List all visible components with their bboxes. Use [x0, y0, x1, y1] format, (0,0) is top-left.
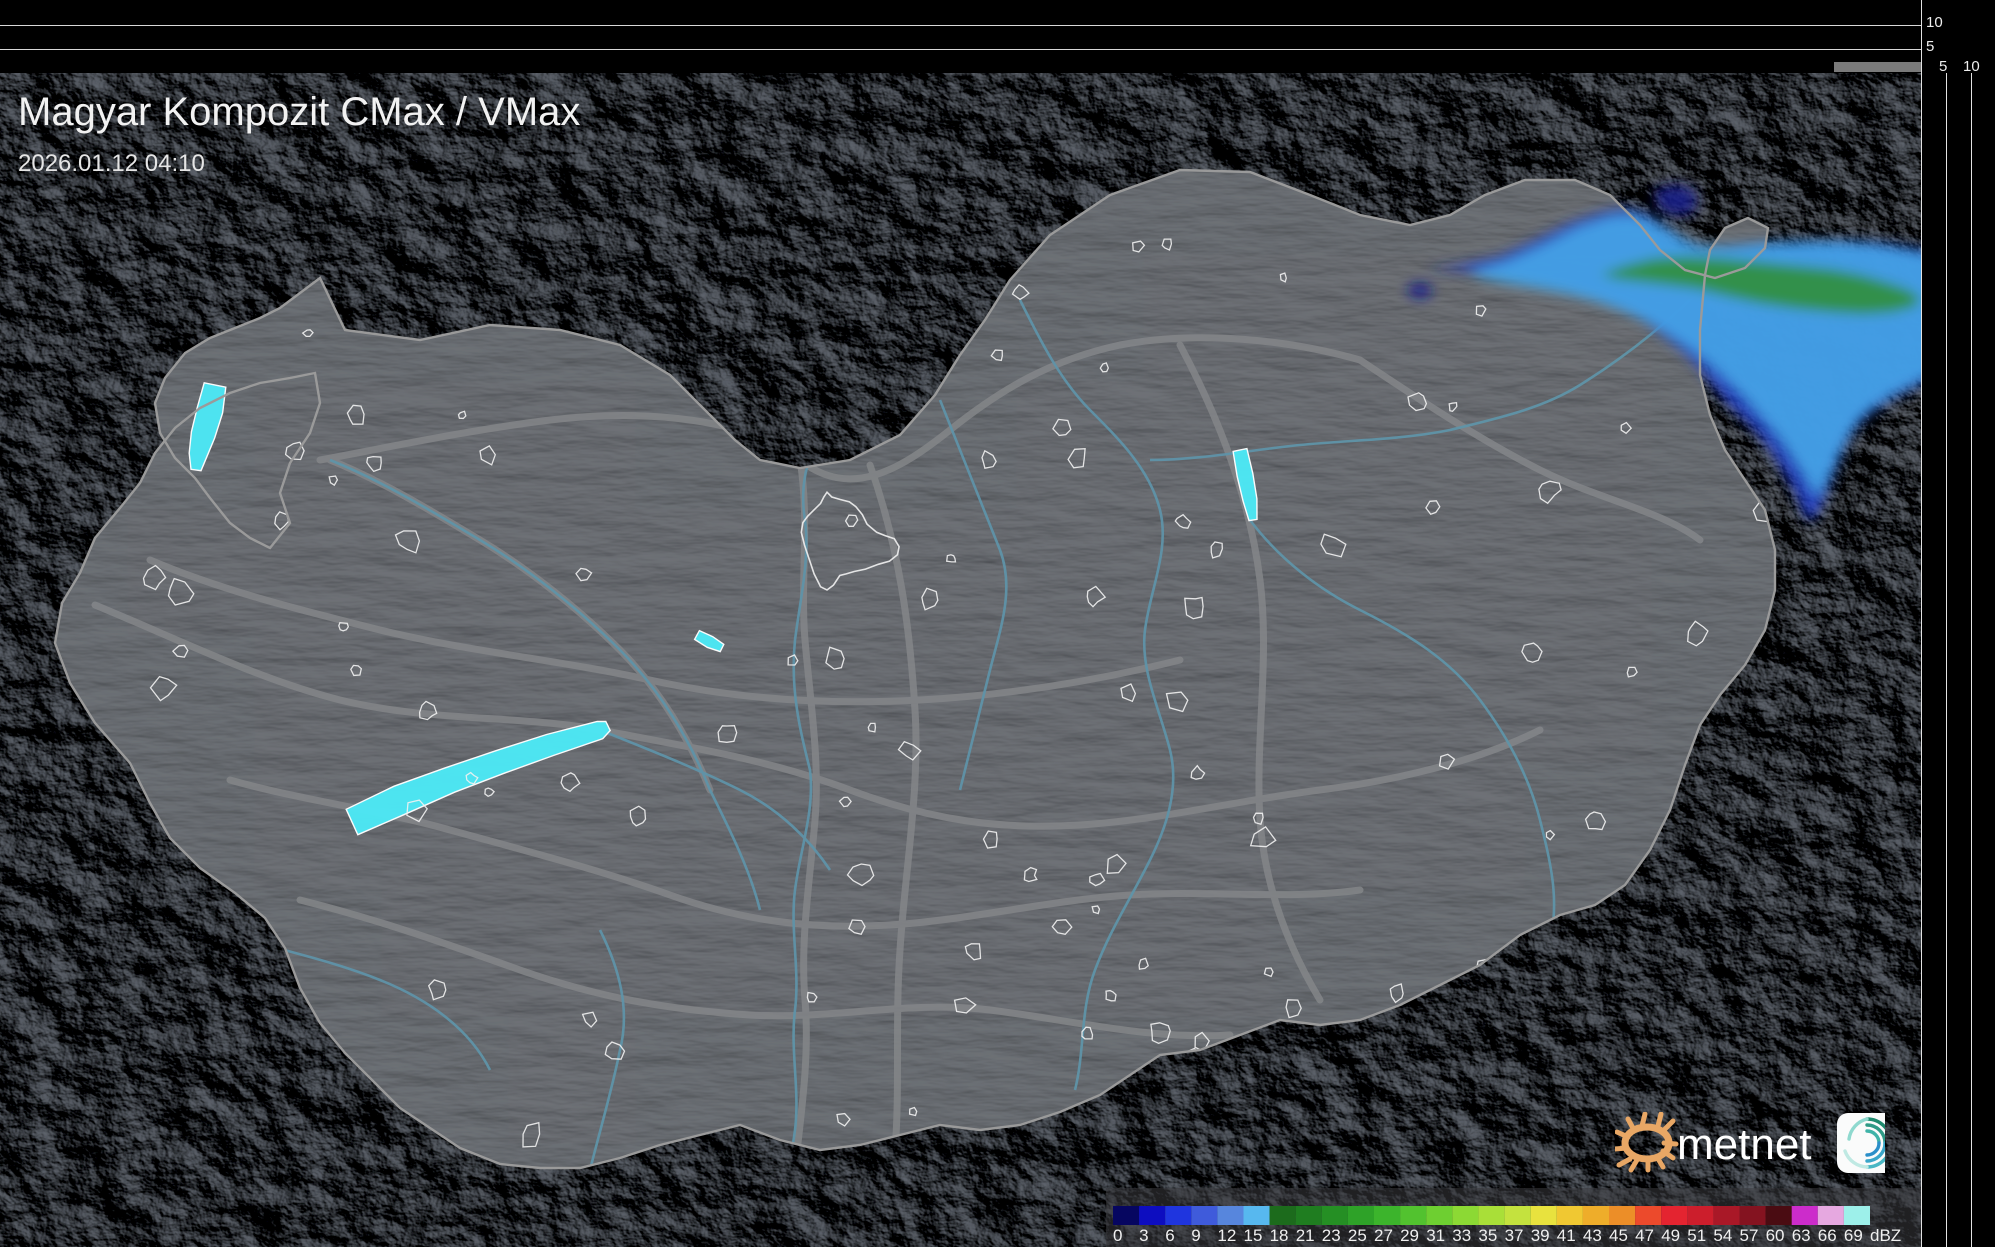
svg-text:45: 45	[1609, 1226, 1628, 1245]
svg-text:35: 35	[1478, 1226, 1497, 1245]
svg-text:37: 37	[1505, 1226, 1524, 1245]
svg-text:15: 15	[1244, 1226, 1263, 1245]
svg-text:41: 41	[1557, 1226, 1576, 1245]
svg-text:31: 31	[1426, 1226, 1445, 1245]
svg-text:51: 51	[1687, 1226, 1706, 1245]
svg-text:60: 60	[1766, 1226, 1785, 1245]
svg-text:33: 33	[1452, 1226, 1471, 1245]
svg-text:49: 49	[1661, 1226, 1680, 1245]
svg-text:21: 21	[1296, 1226, 1315, 1245]
svg-text:63: 63	[1792, 1226, 1811, 1245]
svg-text:39: 39	[1531, 1226, 1550, 1245]
svg-text:54: 54	[1713, 1226, 1732, 1245]
svg-text:25: 25	[1348, 1226, 1367, 1245]
svg-text:dBZ: dBZ	[1870, 1226, 1901, 1245]
svg-text:47: 47	[1635, 1226, 1654, 1245]
svg-text:69: 69	[1844, 1226, 1863, 1245]
svg-text:66: 66	[1818, 1226, 1837, 1245]
svg-text:23: 23	[1322, 1226, 1341, 1245]
svg-text:6: 6	[1165, 1226, 1174, 1245]
svg-text:43: 43	[1583, 1226, 1602, 1245]
svg-text:27: 27	[1374, 1226, 1393, 1245]
svg-text:metnet: metnet	[1677, 1120, 1812, 1169]
svg-text:12: 12	[1217, 1226, 1236, 1245]
svg-text:3: 3	[1139, 1226, 1148, 1245]
svg-text:18: 18	[1270, 1226, 1289, 1245]
svg-text:29: 29	[1400, 1226, 1419, 1245]
svg-text:57: 57	[1740, 1226, 1759, 1245]
svg-text:9: 9	[1191, 1226, 1200, 1245]
svg-text:0: 0	[1113, 1226, 1122, 1245]
